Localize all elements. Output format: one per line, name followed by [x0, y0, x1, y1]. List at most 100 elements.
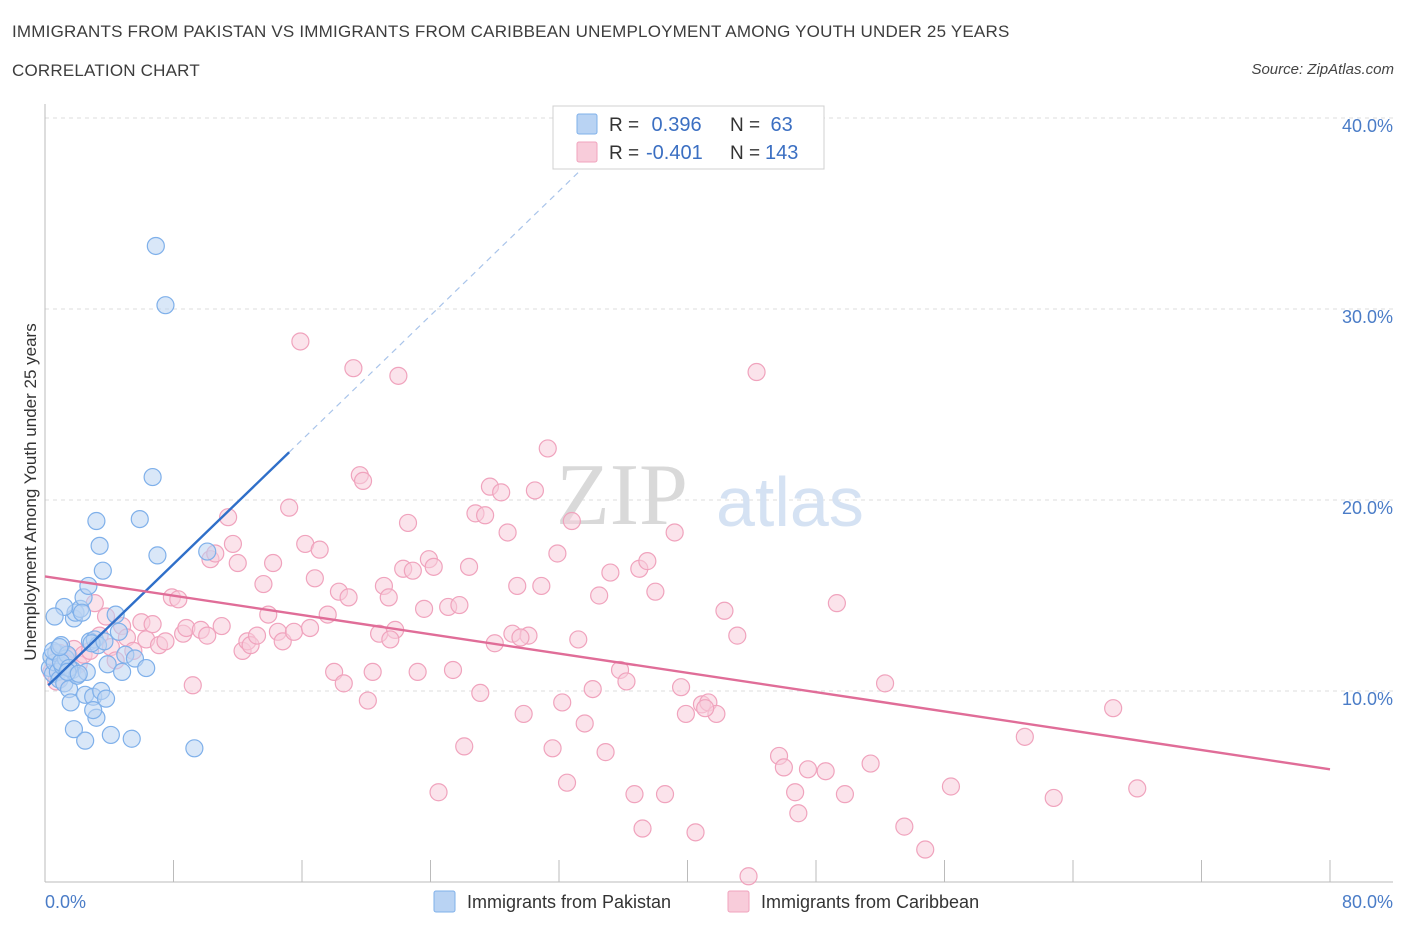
legend-n-value-pakistan: 63 — [765, 114, 793, 136]
pakistan-point — [84, 700, 103, 720]
legend-r-label-caribbean: R = — [609, 143, 639, 164]
caribbean-point — [310, 540, 329, 559]
watermark-zip: ZIP — [556, 447, 688, 544]
caribbean-point — [562, 511, 581, 531]
y-tick-label: 40.0% — [1342, 116, 1393, 136]
pakistan-point — [106, 605, 125, 624]
pakistan-point — [198, 542, 217, 561]
caribbean-point — [590, 586, 609, 605]
pakistan-trend-extension — [288, 159, 592, 453]
caribbean-point — [305, 569, 324, 588]
caribbean-point — [575, 714, 594, 733]
y-tick-label: 20.0% — [1342, 498, 1393, 518]
pakistan-point — [122, 729, 141, 748]
series-caribbean-points — [42, 332, 1147, 886]
x-tick-label-max: 80.0% — [1342, 892, 1393, 912]
caribbean-point — [696, 699, 715, 718]
caribbean-point — [450, 595, 469, 615]
caribbean-point — [827, 594, 846, 613]
caribbean-point — [895, 817, 914, 836]
caribbean-point — [334, 674, 353, 693]
chart-source: Source: ZipAtlas.com — [1251, 61, 1394, 78]
caribbean-point — [291, 332, 310, 351]
caribbean-point — [715, 601, 734, 620]
caribbean-point — [1128, 779, 1147, 798]
caribbean-point — [1044, 788, 1063, 808]
caribbean-point — [786, 783, 805, 802]
series-legend-label-pakistan: Immigrants from Pakistan — [467, 892, 671, 912]
caribbean-point — [476, 506, 495, 525]
pakistan-point — [61, 693, 80, 712]
trend-lines — [44, 159, 1331, 771]
caribbean-trend-line — [44, 575, 1331, 771]
pakistan-point — [137, 658, 156, 678]
caribbean-point — [596, 743, 615, 762]
caribbean-point — [353, 471, 373, 490]
caribbean-point — [798, 760, 818, 779]
pakistan-point — [130, 509, 149, 529]
caribbean-point — [280, 498, 299, 517]
pakistan-point — [148, 546, 167, 565]
caribbean-point — [617, 672, 636, 691]
pakistan-point — [98, 655, 117, 674]
legend-n-label-pakistan: N = — [730, 115, 760, 136]
chart-subtitle: CORRELATION CHART — [12, 61, 200, 80]
series-legend-label-caribbean: Immigrants from Caribbean — [761, 892, 979, 912]
pakistan-point — [50, 637, 69, 657]
pakistan-point — [76, 731, 95, 750]
caribbean-point — [424, 557, 443, 576]
legend-swatch-pakistan — [576, 113, 598, 135]
caribbean-point — [646, 582, 665, 601]
caribbean-point — [774, 758, 793, 777]
pakistan-point — [156, 296, 175, 315]
caribbean-point — [532, 576, 551, 596]
caribbean-point — [263, 553, 283, 573]
caribbean-point — [655, 785, 675, 804]
caribbean-point — [443, 660, 463, 680]
pakistan-point — [112, 662, 132, 682]
caribbean-point — [508, 576, 527, 596]
caribbean-point — [219, 508, 238, 527]
caribbean-point — [789, 804, 808, 823]
caribbean-point — [875, 674, 895, 693]
caribbean-point — [381, 630, 400, 649]
caribbean-point — [358, 691, 377, 710]
caribbean-point — [228, 553, 247, 573]
caribbean-point — [686, 823, 705, 842]
axes — [44, 104, 1393, 883]
pakistan-point — [96, 689, 116, 708]
caribbean-point — [408, 662, 427, 682]
stats-legend: R = 0.396 N = 63 R = -0.401 N = 143 — [552, 105, 825, 170]
caribbean-point — [169, 590, 188, 609]
caribbean-point — [143, 615, 162, 634]
caribbean-point — [548, 544, 567, 563]
caribbean-point — [514, 704, 533, 724]
pakistan-point — [87, 511, 106, 531]
caribbean-point — [816, 762, 835, 781]
pakistan-point — [101, 725, 120, 745]
caribbean-point — [223, 534, 243, 554]
caribbean-point — [861, 754, 880, 773]
caribbean-point — [1015, 727, 1034, 746]
y-axis-label: Unemployment Among Youth under 25 years — [21, 323, 40, 660]
caribbean-point — [569, 630, 588, 649]
caribbean-point — [835, 785, 855, 804]
pakistan-point — [72, 603, 92, 622]
legend-n-label-caribbean: N = — [730, 143, 760, 164]
legend-r-value-pakistan: 0.396 — [646, 114, 702, 136]
legend-r-value-caribbean: -0.401 — [646, 142, 703, 164]
caribbean-point — [379, 588, 398, 607]
caribbean-point — [625, 785, 644, 804]
caribbean-point — [429, 783, 448, 802]
caribbean-point — [156, 632, 175, 651]
caribbean-point — [339, 588, 358, 607]
pakistan-point — [79, 576, 98, 596]
caribbean-point — [739, 867, 758, 886]
series-legend-swatch-caribbean — [727, 890, 750, 913]
legend-n-value-caribbean: 143 — [765, 142, 798, 164]
caribbean-point — [747, 362, 766, 382]
pakistan-point — [143, 467, 162, 487]
caribbean-point — [363, 662, 382, 682]
legend-swatch-caribbean — [576, 141, 598, 163]
